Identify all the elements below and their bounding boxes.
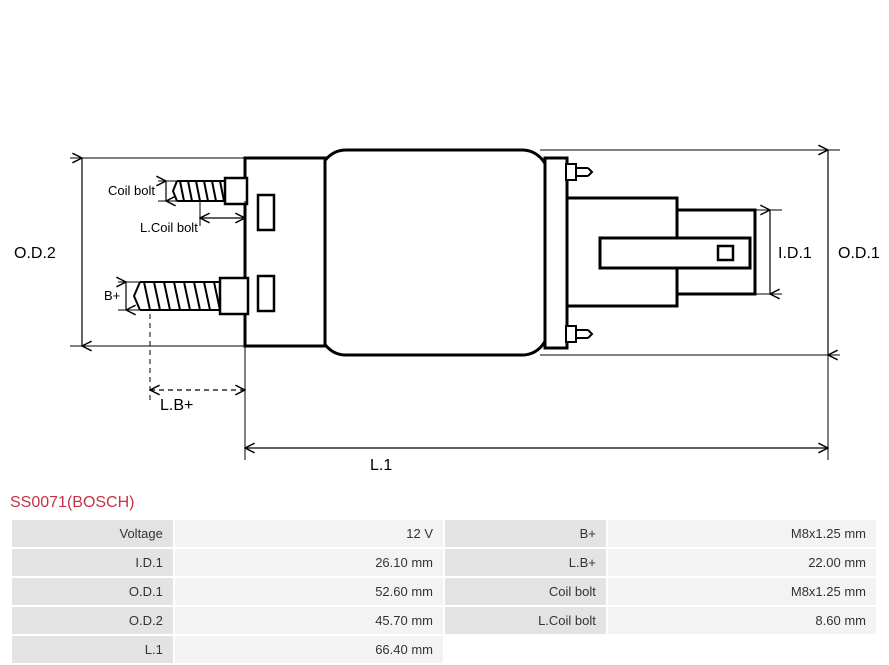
spec-value: M8x1.25 mm [608,520,876,547]
label-od2: O.D.2 [14,245,56,262]
spec-value: 45.70 mm [175,607,443,634]
part-title: SS0071(BOSCH) [0,490,889,518]
spec-value: 12 V [175,520,443,547]
label-lbplus: L.B+ [160,397,193,414]
spec-value: 52.60 mm [175,578,443,605]
spec-label: L.B+ [445,549,606,576]
label-bplus: B+ [104,288,120,303]
spec-value: 22.00 mm [608,549,876,576]
table-row: L.166.40 mm [12,636,876,663]
spec-label: L.1 [12,636,173,663]
spec-label: L.Coil bolt [445,607,606,634]
spec-value: 8.60 mm [608,607,876,634]
spec-label: I.D.1 [12,549,173,576]
spec-value: 66.40 mm [175,636,443,663]
spec-label: Voltage [12,520,173,547]
technical-drawing: O.D.2 O.D.1 I.D.1 L.1 L.B+ B+ Coil bolt [0,0,889,490]
spec-label: O.D.2 [12,607,173,634]
spec-value: 26.10 mm [175,549,443,576]
label-od1: O.D.1 [838,245,880,262]
coil-bolt [173,178,247,204]
spec-label: B+ [445,520,606,547]
table-row: Voltage12 VB+M8x1.25 mm [12,520,876,547]
spec-label: O.D.1 [12,578,173,605]
label-l1: L.1 [370,457,392,474]
table-row: I.D.126.10 mmL.B+22.00 mm [12,549,876,576]
spec-label: Coil bolt [445,578,606,605]
spec-value: M8x1.25 mm [608,578,876,605]
table-row: O.D.152.60 mmCoil boltM8x1.25 mm [12,578,876,605]
table-row: O.D.245.70 mmL.Coil bolt8.60 mm [12,607,876,634]
label-coilbolt: Coil bolt [108,183,155,198]
label-lcoilbolt: L.Coil bolt [140,220,198,235]
spec-table: Voltage12 VB+M8x1.25 mmI.D.126.10 mmL.B+… [10,518,878,665]
label-id1: I.D.1 [778,245,812,262]
bplus-bolt [134,278,248,314]
